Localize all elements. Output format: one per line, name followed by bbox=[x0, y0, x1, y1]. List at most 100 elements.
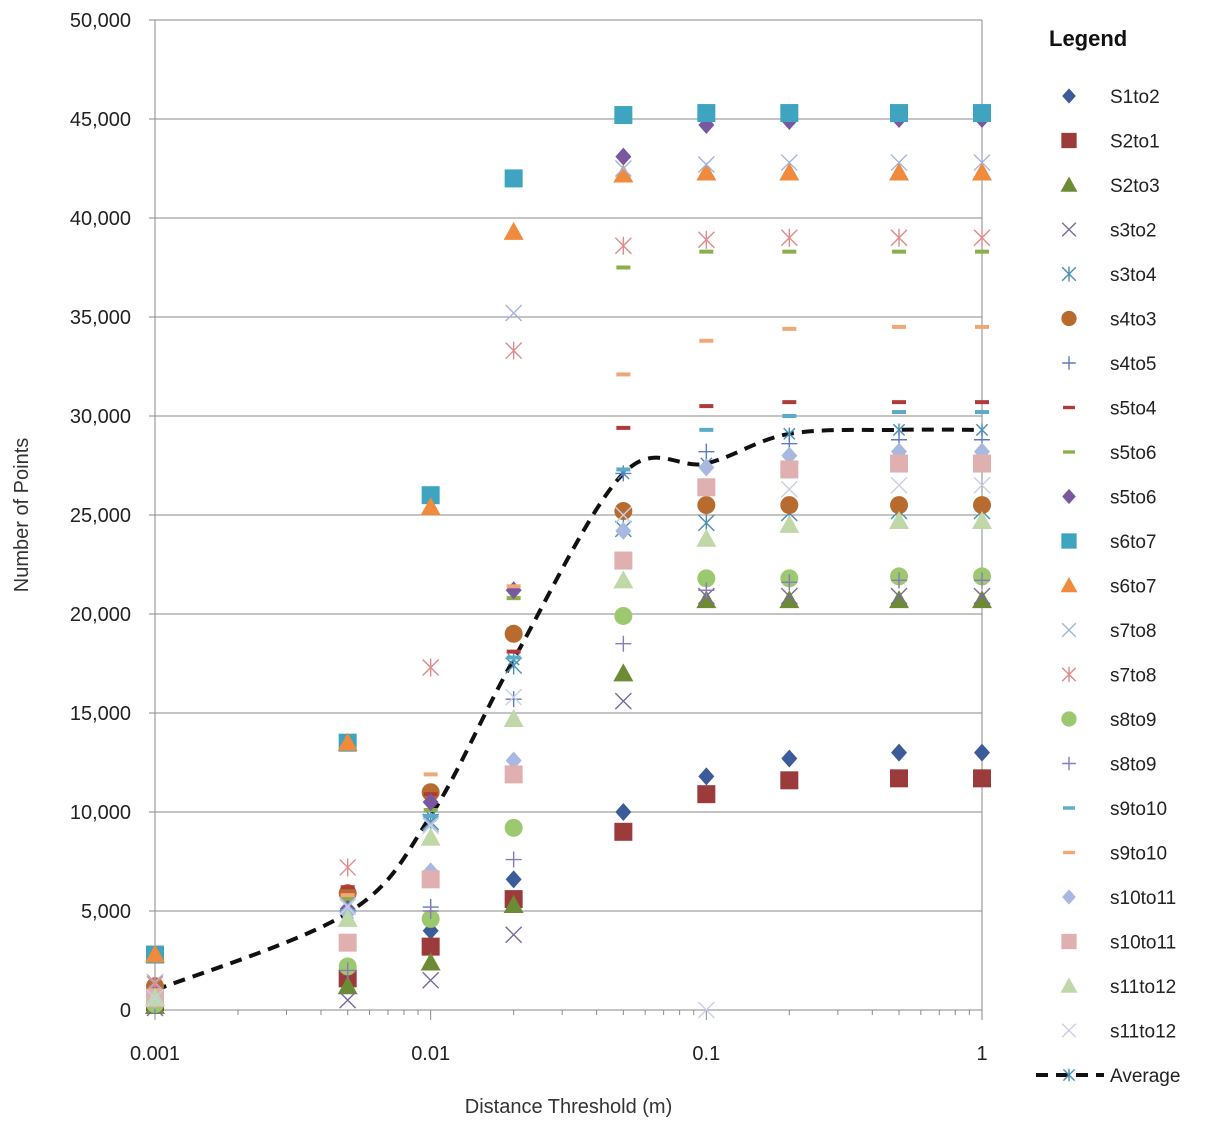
legend-marker bbox=[1060, 176, 1078, 192]
data-point bbox=[697, 569, 716, 588]
data-point bbox=[421, 937, 440, 956]
series-6 bbox=[147, 431, 990, 1015]
data-point bbox=[339, 991, 357, 1009]
labels-layer: 0 5,000 10,000 15,000 20,000 25,000 30,000 35,0… bbox=[11, 10, 988, 1118]
data-point bbox=[423, 772, 438, 777]
data-point bbox=[420, 827, 441, 846]
data-point bbox=[613, 570, 634, 589]
legend-marker bbox=[1061, 933, 1077, 950]
y-axis-title: Number of Points bbox=[11, 438, 33, 593]
data-point bbox=[616, 467, 631, 472]
data-point bbox=[340, 885, 355, 890]
y-tick-label: 50,000 bbox=[70, 10, 131, 32]
data-point bbox=[972, 590, 992, 609]
data-point bbox=[779, 162, 800, 181]
data-point bbox=[504, 818, 523, 837]
data-point bbox=[337, 908, 358, 927]
data-point bbox=[614, 236, 632, 255]
data-point bbox=[614, 106, 633, 125]
legend-label: s4to3 bbox=[1110, 310, 1156, 331]
data-point bbox=[505, 688, 523, 706]
data-point bbox=[975, 410, 989, 415]
legend-label: s8to9 bbox=[1110, 755, 1156, 776]
data-point bbox=[504, 169, 523, 188]
legend-label: s8to9 bbox=[1110, 710, 1156, 731]
y-tick-label: 0 bbox=[120, 1000, 131, 1022]
data-point bbox=[145, 944, 165, 963]
data-point bbox=[505, 691, 522, 708]
data-point bbox=[614, 822, 633, 841]
series-16 bbox=[148, 410, 989, 995]
legend-marker bbox=[1063, 850, 1075, 855]
data-point bbox=[506, 649, 521, 654]
data-point bbox=[890, 476, 908, 494]
data-point bbox=[698, 458, 715, 477]
data-point bbox=[699, 338, 714, 343]
legend-marker bbox=[1061, 533, 1077, 549]
data-point bbox=[890, 104, 909, 123]
data-point bbox=[614, 606, 633, 625]
legend-item: s10to11 bbox=[1062, 888, 1176, 909]
legend-label: s7to8 bbox=[1110, 621, 1156, 642]
legend-marker bbox=[1063, 450, 1075, 454]
legend-item: s11to12 bbox=[1060, 977, 1176, 998]
data-point bbox=[974, 572, 990, 589]
data-point bbox=[780, 460, 799, 479]
data-point bbox=[891, 572, 908, 589]
data-point bbox=[615, 147, 632, 166]
y-tick-label: 25,000 bbox=[70, 505, 131, 527]
legend-label: s10to11 bbox=[1110, 888, 1176, 909]
data-point bbox=[890, 587, 908, 605]
data-point bbox=[782, 326, 797, 331]
legend-label: s7to8 bbox=[1110, 666, 1156, 687]
data-point bbox=[421, 486, 440, 505]
data-point bbox=[615, 803, 632, 821]
legend-marker bbox=[1061, 132, 1077, 149]
data-point bbox=[340, 897, 355, 902]
data-point bbox=[782, 249, 797, 254]
legend-label: s9to10 bbox=[1110, 844, 1167, 865]
y-tick-label: 5,000 bbox=[81, 901, 131, 923]
legend-marker bbox=[1061, 266, 1077, 282]
x-axis-title: Distance Threshold (m) bbox=[465, 1096, 672, 1118]
series-17 bbox=[148, 324, 989, 993]
legend-label: s11to12 bbox=[1110, 977, 1176, 998]
data-point bbox=[697, 785, 716, 804]
data-point bbox=[505, 851, 522, 868]
data-point bbox=[781, 574, 798, 591]
data-point bbox=[503, 221, 524, 240]
legend-item: s5to6 bbox=[1063, 443, 1156, 464]
data-point bbox=[890, 454, 909, 473]
legend-item: s3to2 bbox=[1061, 221, 1156, 242]
y-tick-label: 10,000 bbox=[70, 802, 131, 824]
legend-item: s5to6 bbox=[1062, 488, 1156, 509]
legend-label: s5to6 bbox=[1110, 443, 1156, 464]
data-point bbox=[422, 815, 440, 833]
data-point bbox=[506, 584, 521, 589]
data-point bbox=[504, 765, 523, 784]
data-point bbox=[615, 521, 632, 540]
series-12 bbox=[146, 154, 991, 991]
data-point bbox=[782, 400, 797, 405]
data-point bbox=[973, 769, 991, 788]
y-tick-label: 15,000 bbox=[70, 703, 131, 725]
legend-label: s3to2 bbox=[1110, 221, 1156, 242]
data-point bbox=[780, 154, 798, 172]
data-point bbox=[975, 249, 989, 254]
data-point bbox=[340, 893, 355, 898]
data-point bbox=[973, 154, 991, 172]
legend-item: s7to8 bbox=[1061, 666, 1156, 687]
data-point bbox=[889, 590, 910, 609]
data-point bbox=[696, 162, 717, 181]
data-point bbox=[145, 988, 165, 1007]
data-point bbox=[892, 249, 907, 254]
legend-label: s6to7 bbox=[1110, 577, 1156, 598]
legend-item: s10to11 bbox=[1061, 933, 1176, 954]
data-point bbox=[338, 933, 357, 952]
legend-item: s4to5 bbox=[1062, 354, 1156, 375]
data-point bbox=[891, 743, 908, 762]
data-point bbox=[697, 156, 715, 174]
series-5 bbox=[146, 496, 991, 996]
series-19 bbox=[146, 454, 991, 1008]
data-point bbox=[421, 870, 440, 889]
